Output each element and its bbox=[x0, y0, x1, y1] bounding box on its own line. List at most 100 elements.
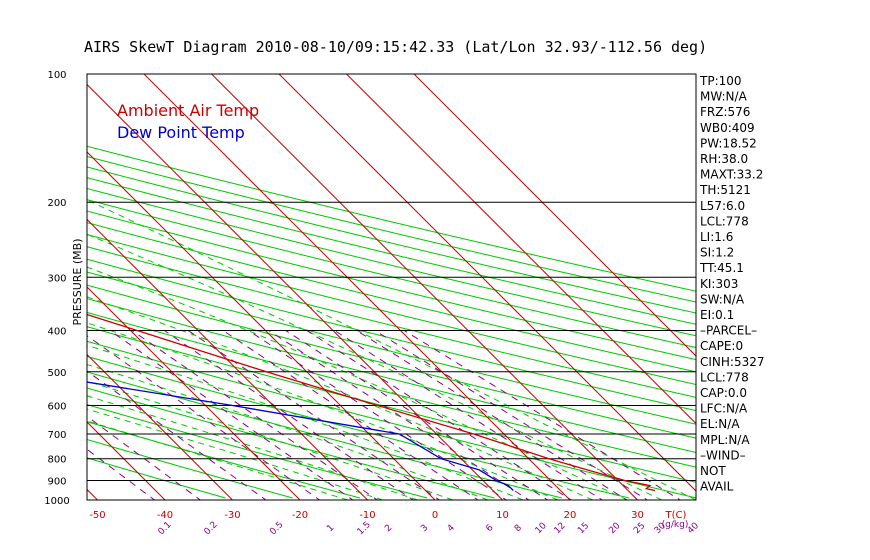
mixing-ratio-line bbox=[268, 330, 530, 500]
isotherm-line bbox=[87, 83, 503, 500]
pressure-tick-label: 300 bbox=[47, 273, 66, 284]
moist-adiabat-line bbox=[87, 363, 488, 500]
y-axis-label: PRESSURE (MB) bbox=[71, 239, 84, 326]
mixing-ratio-unit-label: (g/kg) bbox=[662, 520, 689, 530]
mixing-ratio-line bbox=[356, 330, 628, 500]
moist-adiabat-line bbox=[87, 344, 524, 500]
mixing-ratio-tick-label: 20 bbox=[607, 521, 622, 536]
temperature-tick-label: -40 bbox=[157, 510, 173, 521]
isotherm-line bbox=[0, 74, 30, 500]
dry-adiabat-line bbox=[87, 404, 428, 499]
mixing-ratio-line bbox=[87, 370, 267, 500]
dry-adiabat-line bbox=[87, 298, 696, 453]
pressure-tick-label: 400 bbox=[47, 326, 66, 337]
mixing-ratio-tick-label: 1 bbox=[325, 523, 336, 534]
dry-adiabat-line bbox=[87, 155, 696, 303]
mixing-ratio-line bbox=[334, 330, 604, 500]
mixing-ratio-line bbox=[285, 330, 549, 500]
mixing-ratio-tick-label: 0.5 bbox=[268, 520, 285, 537]
profile-lines bbox=[87, 313, 656, 492]
pressure-tick-label: 100 bbox=[47, 70, 66, 81]
temperature-tick-label: -30 bbox=[224, 510, 240, 521]
dry-adiabat-line bbox=[87, 421, 361, 499]
moist-adiabat-line bbox=[87, 233, 662, 500]
mixing-ratio-line bbox=[306, 330, 573, 500]
mixing-ratio-tick-label: 10 bbox=[534, 521, 549, 536]
stability-index-text: –WIND– bbox=[700, 448, 746, 462]
mixing-ratio-tick-label: 8 bbox=[513, 523, 524, 534]
dry-adiabat-line bbox=[87, 177, 696, 325]
pressure-tick-label: 1000 bbox=[44, 496, 69, 507]
mixing-ratio-line bbox=[109, 330, 354, 500]
dry-adiabat-line bbox=[87, 199, 696, 349]
temperature-tick-label: -50 bbox=[89, 510, 105, 521]
mixing-ratio-tick-label: 0.1 bbox=[157, 520, 174, 537]
mixing-ratio-line bbox=[164, 330, 414, 500]
moist-adiabat-line bbox=[87, 296, 593, 500]
moist-adiabat-line bbox=[87, 199, 696, 500]
mixing-ratio-line bbox=[403, 330, 682, 500]
stability-index-text: KI:303 bbox=[700, 277, 738, 291]
pressure-tick-label: 200 bbox=[47, 198, 66, 209]
mixing-ratio-line bbox=[87, 335, 321, 500]
dry-adiabat-line bbox=[87, 145, 696, 292]
stability-index-text: LCL:778 bbox=[700, 214, 749, 228]
stability-index-text: PW:18.52 bbox=[700, 136, 757, 150]
stability-index-text: –PARCEL– bbox=[700, 324, 757, 338]
mixing-ratio-tick-label: 1.5 bbox=[356, 520, 373, 537]
dry-adiabat-line bbox=[87, 371, 563, 499]
mixing-ratio-tick-label: 15 bbox=[576, 521, 591, 536]
pressure-tick-label: 900 bbox=[47, 477, 66, 488]
legend-entry: Ambient Air Temp bbox=[117, 101, 259, 120]
legend: Ambient Air Temp Dew Point Temp bbox=[117, 101, 259, 142]
dry-adiabat-line bbox=[87, 222, 696, 373]
isotherm-line bbox=[346, 74, 696, 425]
pressure-tick-label: 600 bbox=[47, 401, 66, 412]
moist-adiabat-line bbox=[87, 266, 628, 500]
mixing-ratio-line bbox=[248, 330, 508, 500]
pressure-tick-label: 500 bbox=[47, 368, 66, 379]
temperature-tick-label: 10 bbox=[496, 510, 509, 521]
stability-index-text: L57:6.0 bbox=[700, 199, 745, 213]
stability-index-text: EI:0.1 bbox=[700, 308, 734, 322]
stability-index-text: LI:1.6 bbox=[700, 230, 733, 244]
stability-index-text: TT:45.1 bbox=[699, 261, 744, 275]
stability-index-text: LFC:N/A bbox=[700, 402, 748, 416]
dry-adiabat-line bbox=[87, 355, 630, 499]
mixing-ratio-tick-label: 4 bbox=[446, 523, 457, 534]
temperature-tick-label: -10 bbox=[359, 510, 375, 521]
stability-index-text: NOT bbox=[700, 464, 726, 478]
stability-index-text: RH:38.0 bbox=[700, 152, 748, 166]
stability-index-text: WB0:409 bbox=[700, 121, 755, 135]
stability-index-text: SI:1.2 bbox=[700, 246, 734, 260]
dry-adiabat-line bbox=[87, 210, 696, 361]
isotherm-line bbox=[143, 74, 571, 500]
dry-adiabat-line bbox=[87, 187, 696, 337]
stability-index-text: CAP:0.0 bbox=[700, 386, 747, 400]
series-line bbox=[87, 313, 656, 492]
moist-adiabat-line bbox=[87, 380, 453, 500]
dry-adiabat-line bbox=[87, 284, 696, 439]
stability-index-text: AVAIL bbox=[700, 480, 734, 494]
stability-index-text: LCL:778 bbox=[700, 370, 749, 384]
temperature-axis-label: T(C) bbox=[665, 510, 687, 521]
stability-index-text: TH:5121 bbox=[699, 183, 751, 197]
stability-index-text: MW:N/A bbox=[700, 90, 748, 104]
mixing-ratio-tick-label: 12 bbox=[553, 521, 568, 536]
stability-index-text: SW:N/A bbox=[700, 292, 745, 306]
pressure-tick-label: 800 bbox=[47, 455, 66, 466]
dry-adiabat-line bbox=[87, 271, 696, 425]
stability-index-text: TP:100 bbox=[699, 74, 742, 88]
legend-entry: Dew Point Temp bbox=[117, 123, 245, 142]
isotherm-line bbox=[87, 151, 436, 500]
dry-adiabat-line bbox=[87, 340, 696, 499]
mixing-ratio-line bbox=[187, 330, 441, 500]
dry-adiabat-line bbox=[87, 326, 696, 483]
moist-adiabat-line bbox=[87, 420, 348, 500]
isotherm-line bbox=[211, 74, 638, 500]
temperature-tick-label: 30 bbox=[631, 510, 644, 521]
mixing-ratio-line bbox=[222, 330, 479, 500]
